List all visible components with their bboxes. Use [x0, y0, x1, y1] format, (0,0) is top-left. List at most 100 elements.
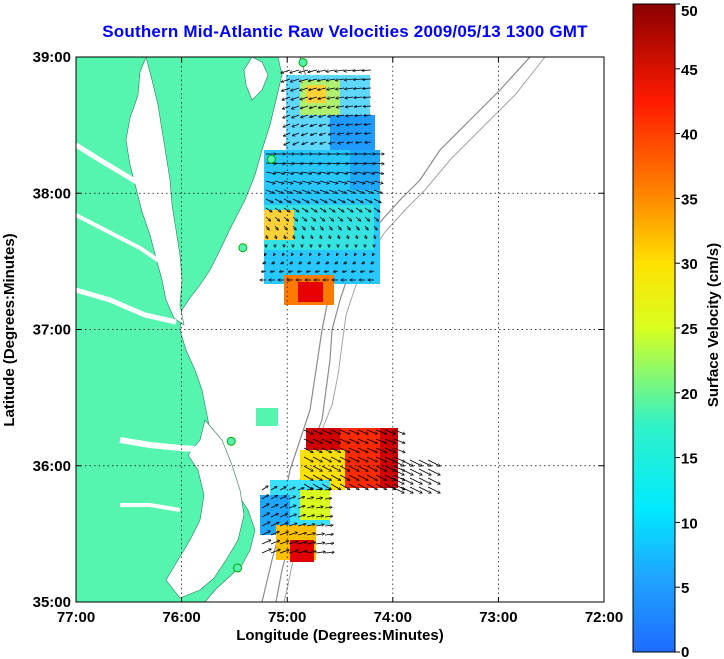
velocity-arrow	[375, 429, 386, 434]
velocity-arrow	[337, 198, 345, 203]
velocity-arrow	[355, 198, 363, 203]
velocity-arrow	[266, 234, 268, 239]
velocity-arrow	[274, 225, 278, 230]
velocity-arrow	[384, 447, 396, 453]
colorbar-tick-label: 15	[681, 451, 698, 468]
velocity-arrow	[326, 262, 330, 264]
velocity-arrow	[288, 532, 297, 536]
velocity-arrow	[384, 483, 396, 490]
velocity-arrow	[324, 534, 333, 535]
x-tick-label: 75:00	[268, 609, 306, 626]
velocity-arrow	[300, 87, 309, 90]
velocity-arrow	[308, 262, 312, 264]
velocity-arrow	[391, 486, 404, 493]
velocity-arrow	[363, 106, 372, 107]
velocity-arrow	[309, 87, 318, 90]
velocity-arrow	[319, 180, 329, 183]
velocity-arrow	[300, 96, 309, 99]
velocity-arrow	[320, 132, 327, 135]
velocity-arrow	[303, 456, 313, 462]
velocity-arrow	[274, 163, 285, 164]
velocity-arrow	[357, 429, 368, 434]
y-tick-label: 36:00	[33, 458, 71, 475]
radar-stations	[226, 57, 308, 573]
velocity-arrow	[366, 447, 377, 453]
x-tick-label: 76:00	[162, 609, 200, 626]
velocity-arrow	[274, 180, 284, 183]
velocity-arrow	[373, 171, 384, 174]
velocity-arrow	[270, 522, 279, 527]
velocity-arrow	[364, 207, 371, 212]
velocity-arrow	[346, 225, 350, 230]
velocity-arrow	[297, 515, 305, 518]
velocity-arrow	[279, 532, 288, 536]
velocity-arrow	[261, 549, 271, 554]
velocity-arrow	[300, 253, 302, 255]
pamlico-sound	[165, 419, 245, 599]
velocity-arrow	[303, 465, 313, 471]
velocity-arrow	[283, 114, 291, 118]
velocity-arrow	[310, 225, 314, 230]
velocity-arrow	[288, 271, 294, 272]
velocity-arrow	[384, 474, 396, 480]
velocity-arrow	[339, 456, 350, 462]
velocity-arrow	[362, 79, 372, 80]
velocity-arrow	[375, 465, 386, 471]
colorbar-tick-label: 45	[681, 62, 698, 79]
velocity-arrow	[270, 486, 277, 491]
velocity-arrow	[337, 124, 345, 125]
velocity-arrow	[373, 225, 377, 230]
velocity-arrow	[315, 516, 323, 517]
velocity-arrow	[393, 438, 405, 443]
velocity-arrow	[311, 132, 318, 135]
velocity-arrow	[292, 225, 296, 230]
velocity-arrow	[303, 429, 313, 434]
velocity-arrow	[283, 189, 292, 193]
colorbar-tick-label: 35	[681, 191, 698, 208]
velocity-arrow	[308, 78, 318, 81]
velocity-arrow	[288, 505, 296, 509]
velocity-arrow	[345, 253, 347, 255]
velocity-arrow	[274, 207, 281, 212]
velocity-arrow	[328, 189, 337, 193]
velocity-arrow	[344, 262, 348, 264]
velocity-arrow	[297, 542, 307, 545]
velocity-arrow	[346, 189, 355, 193]
velocity-arrow	[336, 106, 345, 107]
velocity-arrow	[328, 171, 339, 174]
velocity-arrow	[357, 474, 368, 480]
velocity-arrow	[297, 271, 303, 272]
velocity-arrow	[288, 550, 298, 554]
velocity-arrow	[337, 207, 344, 212]
velocity-arrow	[346, 124, 354, 125]
velocity-arrow	[333, 271, 339, 272]
velocity-arrow	[366, 465, 377, 471]
velocity-arrow	[320, 234, 322, 239]
velocity-arrow	[306, 551, 316, 554]
velocity-arrow	[353, 262, 357, 264]
velocity-arrow	[365, 234, 367, 239]
colorbar-tick-label: 25	[681, 321, 698, 338]
velocity-arrow	[301, 123, 309, 126]
velocity-arrow	[321, 474, 331, 480]
velocity-arrow	[312, 438, 322, 443]
velocity-arrow	[400, 468, 413, 475]
velocity-arrow	[319, 114, 327, 117]
velocity-arrow	[319, 123, 327, 126]
velocity-arrow	[418, 459, 431, 466]
velocity-arrow	[375, 438, 386, 443]
velocity-arrow	[363, 97, 372, 98]
velocity-arrow	[281, 262, 285, 264]
y-tick-label: 35:00	[33, 594, 71, 611]
pamlico-river	[120, 503, 181, 512]
y-tick-label: 38:00	[33, 185, 71, 202]
velocity-arrow	[288, 523, 297, 527]
velocity-arrow	[324, 507, 332, 508]
velocity-arrow	[315, 498, 322, 499]
velocity-arrow	[264, 253, 266, 255]
velocity-arrow	[302, 141, 309, 144]
velocity-arrow	[355, 171, 366, 174]
velocity-arrow	[310, 123, 318, 126]
velocity-arrow	[315, 552, 325, 553]
